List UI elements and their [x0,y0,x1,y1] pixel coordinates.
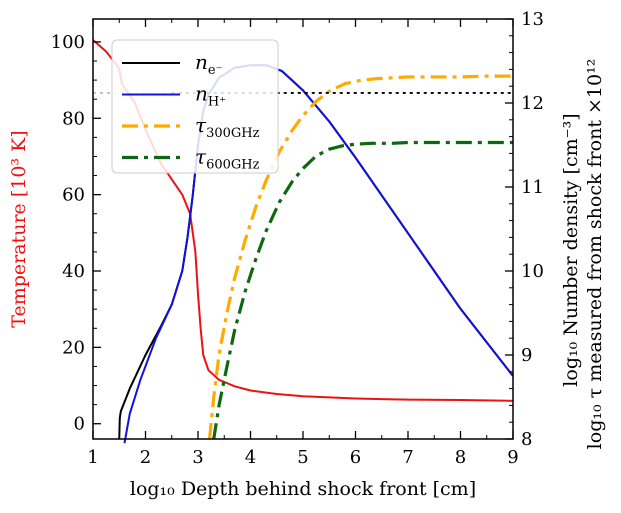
x-tick-label: 1 [87,447,98,468]
x-tick-label: 5 [297,447,308,468]
y-left-tick-label: 40 [62,261,85,282]
y-right-tick-label: 13 [521,9,544,30]
x-tick-label: 9 [507,447,518,468]
y-left-tick-label: 20 [62,337,85,358]
x-axis-title: log₁₀ Depth behind shock front [cm] [130,478,476,500]
legend-subscript: 300GHz [206,126,260,141]
series-tau-300ghz-line [207,74,513,440]
y-right-tick-label: 9 [521,345,532,366]
y-right-tick-label: 11 [521,177,544,198]
legend-box [111,39,279,174]
x-tick-label: 6 [350,447,361,468]
x-tick-label: 7 [402,447,413,468]
legend-subscript: H⁺ [208,95,226,110]
y-right-tick-label: 12 [521,93,544,114]
y-left-axis-title: Temperature [10³ K] [8,130,30,327]
y-left-tick-label: 100 [51,32,85,53]
legend-subscript: e⁻ [208,63,223,78]
series-tau-600ghz-line [212,140,513,440]
x-tick-label: 8 [455,447,466,468]
y-left-tick-label: 60 [62,185,85,206]
legend-subscript: 600GHz [206,158,260,173]
y-left-tick-label: 80 [62,108,85,129]
y-right-axis-title-2: log₁₀ τ measured from shock front ×10¹² [584,59,606,450]
y-left-tick-label: 0 [74,414,85,435]
y-right-axis-title-1: log₁₀ Number density [cm⁻³] [560,113,582,386]
y-right-tick-label: 10 [521,261,544,282]
y-right-tick-label: 8 [521,429,532,450]
x-tick-label: 2 [140,447,151,468]
x-tick-label: 4 [245,447,256,468]
x-tick-label: 3 [192,447,203,468]
